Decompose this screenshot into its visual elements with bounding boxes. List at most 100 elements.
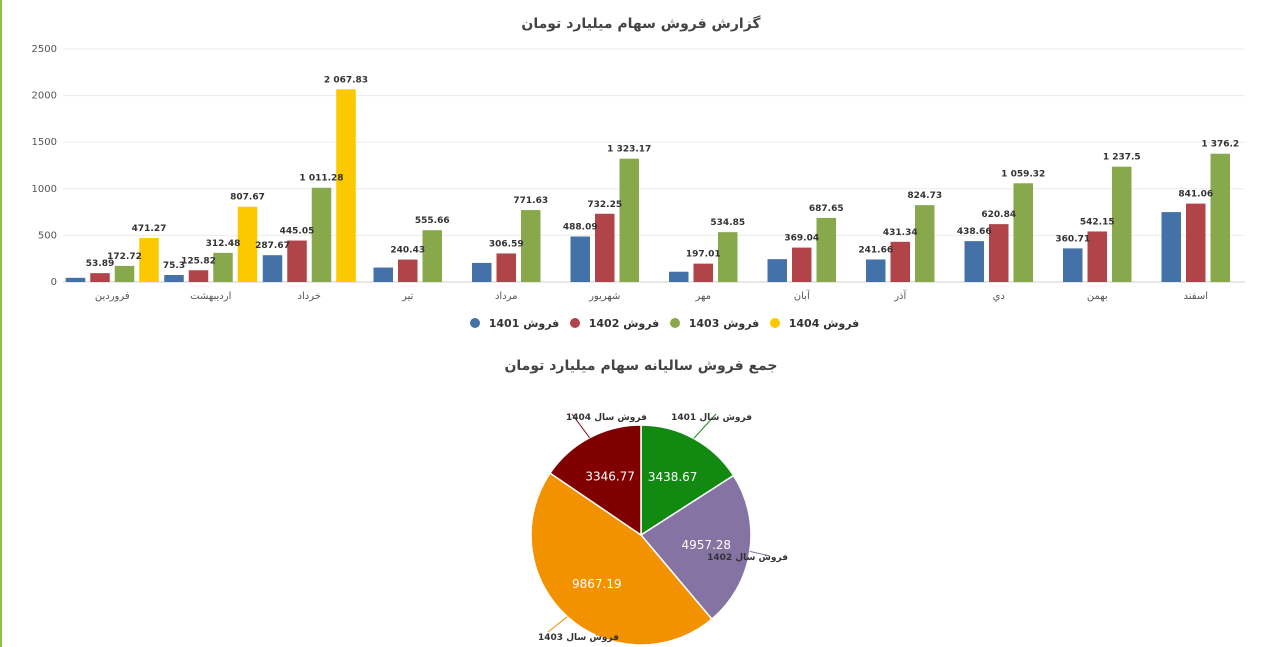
pie-leader-line [749,550,771,557]
y-tick-label: 500 [38,230,57,241]
bar [595,213,615,282]
legend-label: فروش 1401 [489,317,560,330]
bar-data-label: 1 376.2 [1201,140,1239,150]
x-category-label: فروردین [95,291,130,302]
legend-item[interactable]: فروش 1403 [670,317,759,330]
bar-data-label: 53.89 [86,259,114,269]
bar-marks [65,89,1230,282]
bar-data-label: 125.82 [181,256,216,266]
bar-data-label: 312.48 [206,239,241,249]
bar-data-label: 240.43 [390,246,425,256]
pie-slices [530,424,752,646]
bar [669,271,689,282]
bar [964,241,984,282]
bar-data-label: 360.71 [1055,234,1090,244]
bar-data-label: 1 237.5 [1103,153,1141,163]
bar-data-label: 824.73 [907,191,942,201]
bar [816,217,836,282]
bar-data-label: 488.09 [563,223,598,233]
pie-chart-title: جمع فروش سالیانه سهام میلیارد تومان [504,358,777,374]
bar [767,259,787,282]
y-tick-label: 2500 [32,44,57,55]
x-category-label: اسفند [1184,291,1208,302]
bar [693,263,713,282]
y-tick-label: 1500 [32,137,57,148]
x-category-label: اردیبهشت [190,291,231,302]
bar-data-label: 555.66 [415,216,450,226]
pie-value-label: 4957.28 [681,538,731,552]
legend-item[interactable]: فروش 1402 [570,317,659,330]
bar [90,273,110,282]
bar [262,255,283,282]
x-category-label: مهر [695,291,711,302]
legend-swatch [470,318,480,328]
pie-slice [640,424,735,537]
bar-data-label: 75.3 [163,261,185,271]
bar-data-label: 620.84 [981,210,1016,220]
bar-legend[interactable]: فروش 1401 فروش 1402 فروش 1403 فروش 1404 [470,317,859,330]
pie-slice [549,424,642,537]
bar [792,247,812,282]
x-category-label: تیر [401,291,414,302]
bar [496,253,516,282]
bar [336,89,356,282]
bar [472,262,492,282]
pie-category-label: فروش سال 1403 [538,633,619,643]
legend-item[interactable]: فروش 1401 [470,317,559,330]
bar-gridlines [63,48,1245,283]
bar [1210,153,1230,282]
bar-data-label: 2 067.83 [324,75,368,85]
bar [866,259,886,282]
bar [287,240,307,282]
pie-leader-line [571,413,590,439]
legend-item[interactable]: فروش 1404 [770,317,859,330]
bar [521,210,541,282]
bar-y-axis: 0 500 1000 1500 2000 2500 [32,44,57,288]
legend-swatch [570,318,580,328]
legend-swatch [770,318,780,328]
bar [1063,248,1083,282]
legend-label: فروش 1404 [789,317,860,330]
bar [1087,231,1107,282]
bar-data-label: 306.59 [489,239,524,249]
bar-data-label: 369.04 [784,234,819,244]
pie-value-label: 3346.77 [585,470,635,484]
bar [311,187,332,282]
y-tick-label: 2000 [32,91,57,102]
bar [188,270,209,282]
bar-data-label: 197.01 [686,250,721,260]
bar-data-label: 687.65 [809,204,844,214]
bar-data-label: 534.85 [710,218,745,228]
legend-label: فروش 1403 [689,317,760,330]
y-tick-label: 0 [51,277,57,288]
bar [989,224,1009,282]
bar-data-label: 172.72 [107,252,142,262]
bar-data-label: 431.34 [883,228,918,238]
x-category-label: بهمن [1087,291,1108,302]
bar [1112,166,1132,282]
bar [890,241,910,282]
bar-data-label: 445.05 [280,227,315,237]
bar [422,230,442,282]
pie-category-label: فروش سال 1404 [566,413,647,423]
bar-data-label: 807.67 [230,193,265,203]
x-category-label: آذر [893,289,907,302]
pie-leader-line [547,616,568,633]
bar-data-label: 241.66 [858,245,893,255]
x-category-label: مرداد [495,291,518,302]
bar-data-label: 542.15 [1080,217,1115,227]
bar [65,277,86,282]
x-category-label: خرداد [298,291,321,302]
y-tick-label: 1000 [32,184,57,195]
bar-data-label: 1 323.17 [607,145,651,155]
bar [1186,203,1206,282]
pie-value-label: 9867.19 [572,577,622,591]
bar [1013,183,1033,282]
bar [237,206,258,282]
bar-data-label: 471.27 [132,224,167,234]
bar [619,158,639,282]
legend-swatch [670,318,680,328]
bar-data-label: 287.67 [255,241,290,251]
